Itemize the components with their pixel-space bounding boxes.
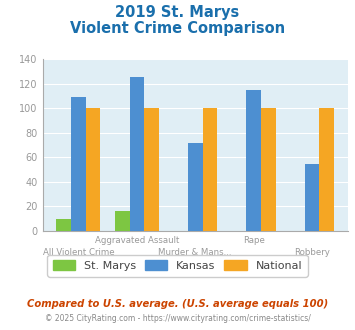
Bar: [320, 109, 334, 231]
Bar: [71, 97, 86, 231]
Bar: [261, 109, 275, 231]
Text: Violent Crime Comparison: Violent Crime Comparison: [70, 21, 285, 36]
Bar: [188, 143, 203, 231]
Bar: [305, 164, 320, 231]
Text: © 2025 CityRating.com - https://www.cityrating.com/crime-statistics/: © 2025 CityRating.com - https://www.city…: [45, 314, 310, 323]
Bar: [246, 90, 261, 231]
Text: Compared to U.S. average. (U.S. average equals 100): Compared to U.S. average. (U.S. average …: [27, 299, 328, 309]
Bar: [56, 219, 71, 231]
Bar: [144, 109, 159, 231]
Bar: [203, 109, 217, 231]
Bar: [115, 212, 130, 231]
Text: 2019 St. Marys: 2019 St. Marys: [115, 5, 240, 20]
Bar: [86, 109, 100, 231]
Bar: [130, 77, 144, 231]
Legend: St. Marys, Kansas, National: St. Marys, Kansas, National: [47, 255, 308, 277]
